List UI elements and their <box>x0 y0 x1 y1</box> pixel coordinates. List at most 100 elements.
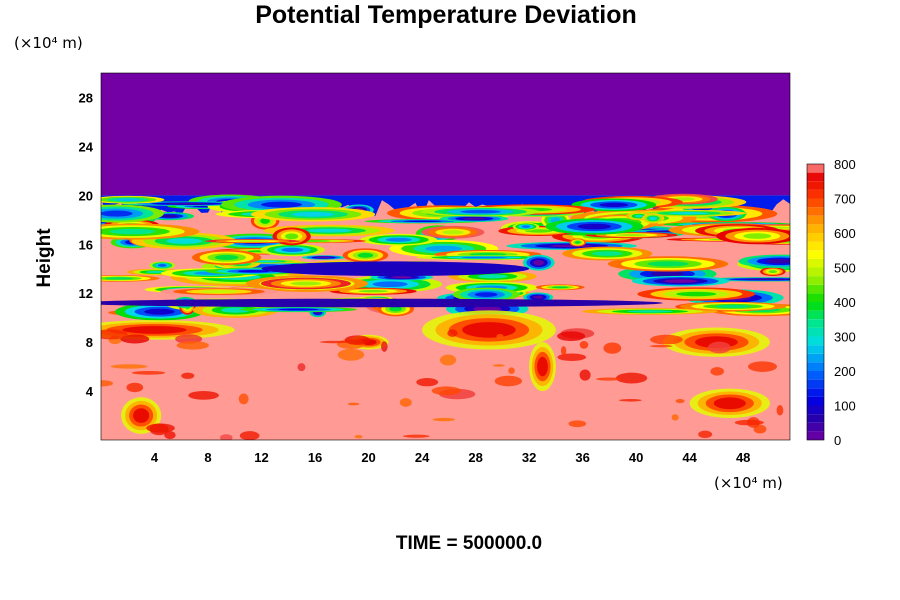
colorbar-swatch <box>807 215 824 225</box>
field-contour <box>347 402 360 406</box>
y-tick-label: 16 <box>79 237 93 252</box>
field-contour <box>199 290 239 294</box>
field-contour <box>161 214 178 218</box>
field-contour <box>591 251 623 256</box>
colorbar-swatch <box>807 233 824 242</box>
field-contour <box>462 217 486 220</box>
colorbar-swatch <box>807 396 824 406</box>
field-contour <box>256 260 280 263</box>
field-contour <box>650 271 685 277</box>
field-contour <box>337 348 365 361</box>
field-contour <box>714 304 752 308</box>
field-contour <box>416 378 439 387</box>
field-contour <box>131 370 166 375</box>
x-tick-label: 28 <box>468 450 482 465</box>
colorbar-frame <box>806 163 825 441</box>
field-contour <box>238 393 249 405</box>
field-contour <box>432 417 456 422</box>
colorbar-swatch <box>807 353 824 363</box>
field-contour <box>603 342 622 354</box>
x-tick-label: 48 <box>736 450 750 465</box>
field-contour <box>291 211 335 217</box>
field-contour <box>462 322 516 338</box>
field-contour <box>278 308 319 311</box>
field-contour <box>460 210 501 214</box>
field-contour <box>765 259 790 264</box>
field-contour <box>574 241 581 244</box>
field-contour <box>133 408 150 423</box>
field-contour <box>615 372 648 384</box>
chart-title: Potential Temperature Deviation <box>255 1 637 29</box>
field-contour <box>743 233 772 239</box>
field-contour <box>261 261 530 277</box>
colorbar-tick-label: 200 <box>834 364 856 379</box>
field-contour <box>389 306 402 312</box>
field-contour <box>650 334 683 345</box>
field-contour <box>713 397 746 410</box>
field-contour <box>344 335 371 345</box>
field-contour <box>710 367 724 376</box>
field-contour <box>385 237 412 242</box>
y-tick-label: 24 <box>79 139 94 154</box>
field-contour <box>615 234 648 237</box>
field-contour <box>285 233 299 240</box>
field-contour <box>260 201 303 208</box>
x-tick-labels: 4 8 12 16 20 24 28 32 36 40 44 48 <box>151 450 751 465</box>
field-contour <box>599 202 629 208</box>
field-contour <box>508 367 515 374</box>
field-contour <box>403 220 443 222</box>
field-contour <box>496 334 504 339</box>
field-contour <box>474 292 498 297</box>
field-contour <box>214 254 239 261</box>
field-contour <box>237 269 270 273</box>
field-contour <box>431 386 461 396</box>
colorbar-swatch <box>807 319 824 328</box>
field-contour <box>101 298 663 308</box>
plot-frame <box>100 72 791 441</box>
colorbar-swatch <box>807 371 824 380</box>
plot-area <box>101 73 790 440</box>
field-contour <box>579 369 591 381</box>
field-contour <box>239 431 260 440</box>
field-contour <box>442 230 464 235</box>
field-contour <box>306 228 352 233</box>
colorbar-swatch <box>807 431 824 440</box>
colorbar-swatch <box>807 362 824 371</box>
x-tick-label: 4 <box>151 450 159 465</box>
field-contour <box>557 331 586 342</box>
field-contour <box>568 420 587 428</box>
y-tick-label: 8 <box>86 335 93 350</box>
colorbar-tick-label: 100 <box>834 399 856 414</box>
field-contour <box>188 391 219 400</box>
field-contour <box>577 223 611 230</box>
colorbar-swatch <box>807 405 824 415</box>
field-contour <box>461 256 508 259</box>
field-contour <box>557 353 587 361</box>
colorbar-swatch <box>807 284 824 294</box>
colorbar-swatch <box>807 345 824 354</box>
field-contour <box>144 308 175 315</box>
field-contour <box>492 364 505 367</box>
field-contour <box>579 341 589 349</box>
x-axis-unit: (×10⁴ m) <box>714 474 783 492</box>
field-contour <box>166 238 202 244</box>
colorbar-swatch <box>807 276 824 285</box>
field-contour <box>219 434 233 440</box>
y-tick-label: 4 <box>86 384 94 399</box>
field-contour <box>675 399 685 404</box>
field-contour <box>595 377 622 381</box>
field-contour <box>533 259 545 266</box>
x-tick-label: 32 <box>522 450 536 465</box>
field-contour <box>402 434 430 438</box>
x-tick-label: 40 <box>629 450 643 465</box>
x-tick-label: 8 <box>204 450 211 465</box>
colorbar-swatch <box>807 258 824 268</box>
field-contour <box>425 245 463 252</box>
x-tick-label: 24 <box>415 450 430 465</box>
colorbar-tick-label: 700 <box>834 192 856 207</box>
field-contour <box>748 361 778 372</box>
field-contour <box>358 290 389 293</box>
field-contour <box>357 252 374 258</box>
y-tick-label: 12 <box>79 286 93 301</box>
